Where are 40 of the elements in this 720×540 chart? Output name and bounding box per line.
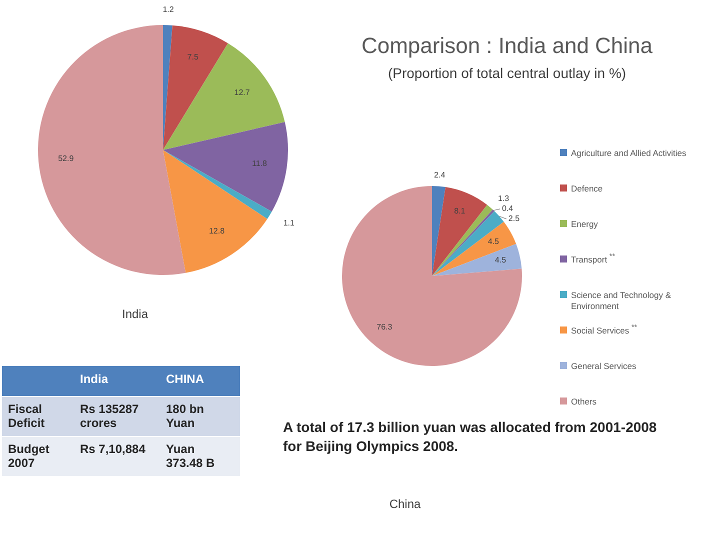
category-label: Budget 2007 xyxy=(8,442,50,470)
data-label: 11.8 xyxy=(252,159,268,168)
text: Rs 7,10,884 xyxy=(80,442,146,456)
data-label: 2.4 xyxy=(434,170,446,180)
legend-label: Defence xyxy=(571,184,603,194)
data-label: 1.2 xyxy=(162,5,174,14)
data-label: 1.1 xyxy=(283,218,296,228)
data-label: 76.3 xyxy=(376,322,393,332)
category-label: CHINA xyxy=(166,372,204,386)
chart-subtitle: (Proportion of total central outlay in %) xyxy=(388,65,626,81)
category-label: India xyxy=(80,372,108,386)
legend-label: Transport $^{**}$ xyxy=(571,251,616,264)
category-label: Fiscal Deficit xyxy=(8,402,45,430)
legend-label: Agriculture and Allied Activities xyxy=(571,148,686,158)
chart-title: Comparison : India and China xyxy=(361,33,654,58)
text: A total of 17.3 billion yuan was allocated from 2001-2008 for Beijing Olympics 2008. xyxy=(283,419,657,454)
text: China xyxy=(389,497,421,511)
legend-label: Science and Technology & Environment xyxy=(571,290,672,311)
legend-label: Others xyxy=(571,396,597,406)
data-label: 4.5 xyxy=(494,256,507,265)
data-label: 7.5 xyxy=(187,52,199,62)
data-label: 2.5 xyxy=(508,214,520,224)
data-label: 12.7 xyxy=(234,88,250,98)
data-label: 1.3 xyxy=(498,194,510,204)
pie-slice xyxy=(432,222,516,276)
text: 180 bn Yuan xyxy=(166,402,204,430)
data-label: 12.8 xyxy=(208,226,226,236)
text: Yuan 373.48 B xyxy=(166,442,215,470)
pie-slice xyxy=(342,186,522,366)
legend-label: Social Services $^{**}$ xyxy=(571,322,638,336)
pie-slice xyxy=(432,186,446,276)
pie-slice xyxy=(432,244,522,276)
text: Rs 135287 crores xyxy=(80,402,139,430)
legend-label: Energy xyxy=(571,219,599,229)
data-label: 8.1 xyxy=(454,206,466,216)
data-label: 52.9 xyxy=(58,154,74,163)
pie-slice xyxy=(432,187,488,276)
data-label: 4.5 xyxy=(488,237,500,246)
data-label: 0.4 xyxy=(502,204,514,214)
legend-label: General Services xyxy=(571,361,636,371)
